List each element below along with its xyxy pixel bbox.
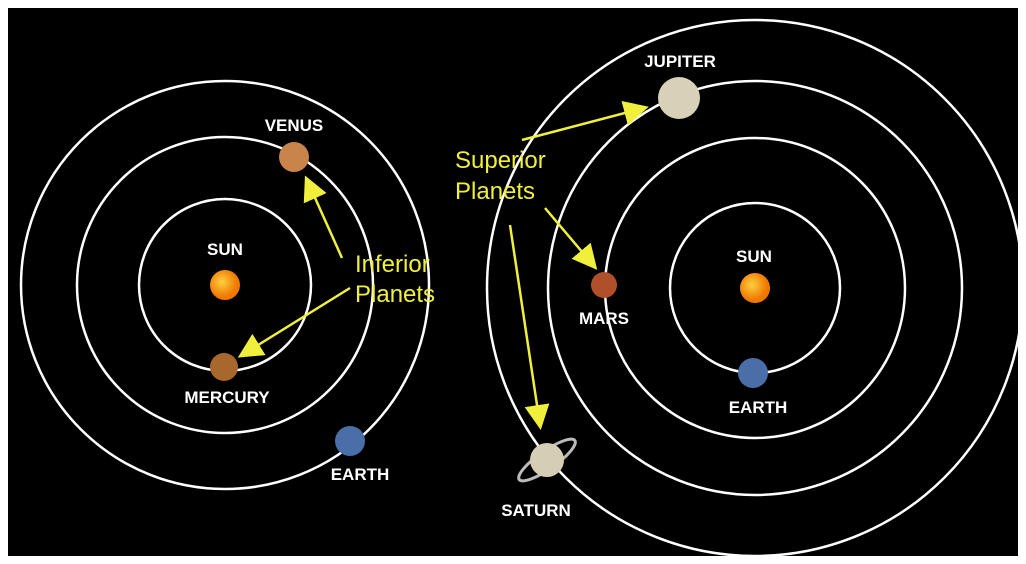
- background: [8, 8, 1018, 556]
- label: JUPITER: [644, 52, 716, 71]
- annotation: Inferior: [355, 251, 430, 278]
- annotation: Planets: [355, 281, 435, 308]
- saturn: [530, 443, 564, 477]
- label: EARTH: [331, 465, 390, 484]
- sun: [740, 273, 770, 303]
- diagram: SUN VENUS MERCURY EARTH Inferior Planets…: [0, 0, 1026, 564]
- label: EARTH: [729, 398, 788, 417]
- annotation: Planets: [455, 178, 535, 205]
- mars: [591, 272, 617, 298]
- label: SUN: [736, 247, 772, 266]
- sun: [210, 270, 240, 300]
- jupiter: [658, 77, 700, 119]
- venus: [279, 142, 309, 172]
- label: SATURN: [501, 501, 571, 520]
- earth: [335, 426, 365, 456]
- label: SUN: [207, 240, 243, 259]
- mercury: [210, 353, 238, 381]
- earth: [738, 358, 768, 388]
- annotation: Superior: [455, 147, 546, 174]
- label: VENUS: [265, 116, 324, 135]
- label: MARS: [579, 309, 629, 328]
- page: SUN VENUS MERCURY EARTH Inferior Planets…: [0, 0, 1026, 564]
- label: MERCURY: [184, 388, 270, 407]
